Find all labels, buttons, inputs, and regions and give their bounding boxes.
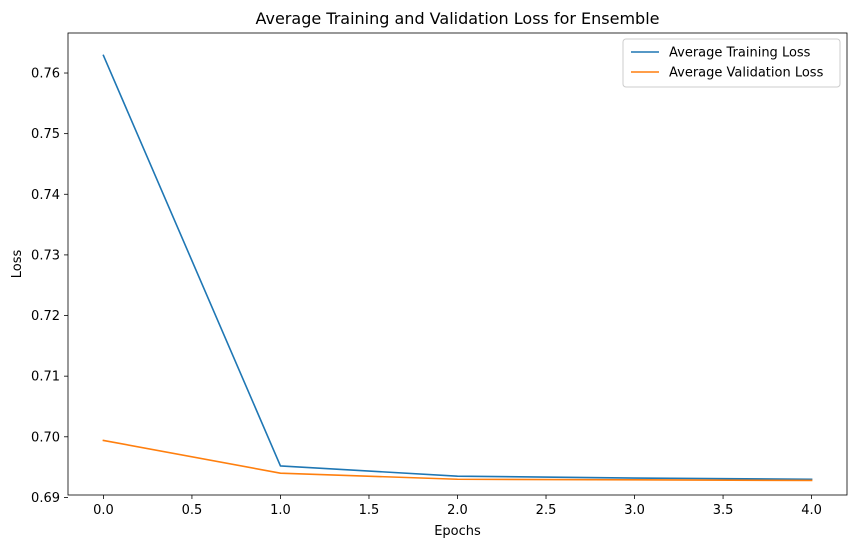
- chart-title: Average Training and Validation Loss for…: [255, 9, 659, 28]
- y-tick-label: 0.71: [31, 370, 60, 385]
- y-axis: 0.69 0.70 0.71 0.72 0.73 0.74 0.75 0.76: [31, 67, 68, 506]
- series-line-2: [102, 439, 813, 482]
- y-tick-label: 0.72: [31, 309, 60, 324]
- y-tick-label: 0.76: [31, 67, 60, 82]
- x-tick-label: 3.0: [624, 503, 645, 518]
- x-tick-label: 4.0: [801, 503, 822, 518]
- y-tick-label: 0.74: [31, 188, 60, 203]
- legend: Average Training Loss Average Validation …: [622, 38, 841, 88]
- y-axis-label: Loss: [10, 250, 25, 279]
- x-tick-label: 2.5: [536, 503, 557, 518]
- x-axis-label: Epochs: [434, 524, 481, 539]
- legend-box: [622, 38, 841, 88]
- y-tick-label: 0.75: [31, 127, 60, 142]
- x-tick-label: 3.5: [713, 503, 734, 518]
- x-axis: 0.0 0.5 1.0 1.5 2.0 2.5 3.0 3.5 4.0: [93, 495, 822, 518]
- x-tick-label: 0.0: [93, 503, 114, 518]
- y-tick-label: 0.70: [31, 430, 60, 445]
- plot-area: [102, 54, 813, 482]
- x-tick-label: 1.0: [270, 503, 291, 518]
- series-line-1: [102, 54, 813, 481]
- x-tick-label: 1.5: [359, 503, 380, 518]
- legend-label-2: Average Validation Loss: [669, 66, 824, 81]
- y-tick-label: 0.69: [31, 491, 60, 506]
- x-tick-label: 0.5: [182, 503, 203, 518]
- legend-label-1: Average Training Loss: [669, 46, 811, 61]
- y-tick-label: 0.73: [31, 248, 60, 263]
- x-tick-label: 2.0: [447, 503, 468, 518]
